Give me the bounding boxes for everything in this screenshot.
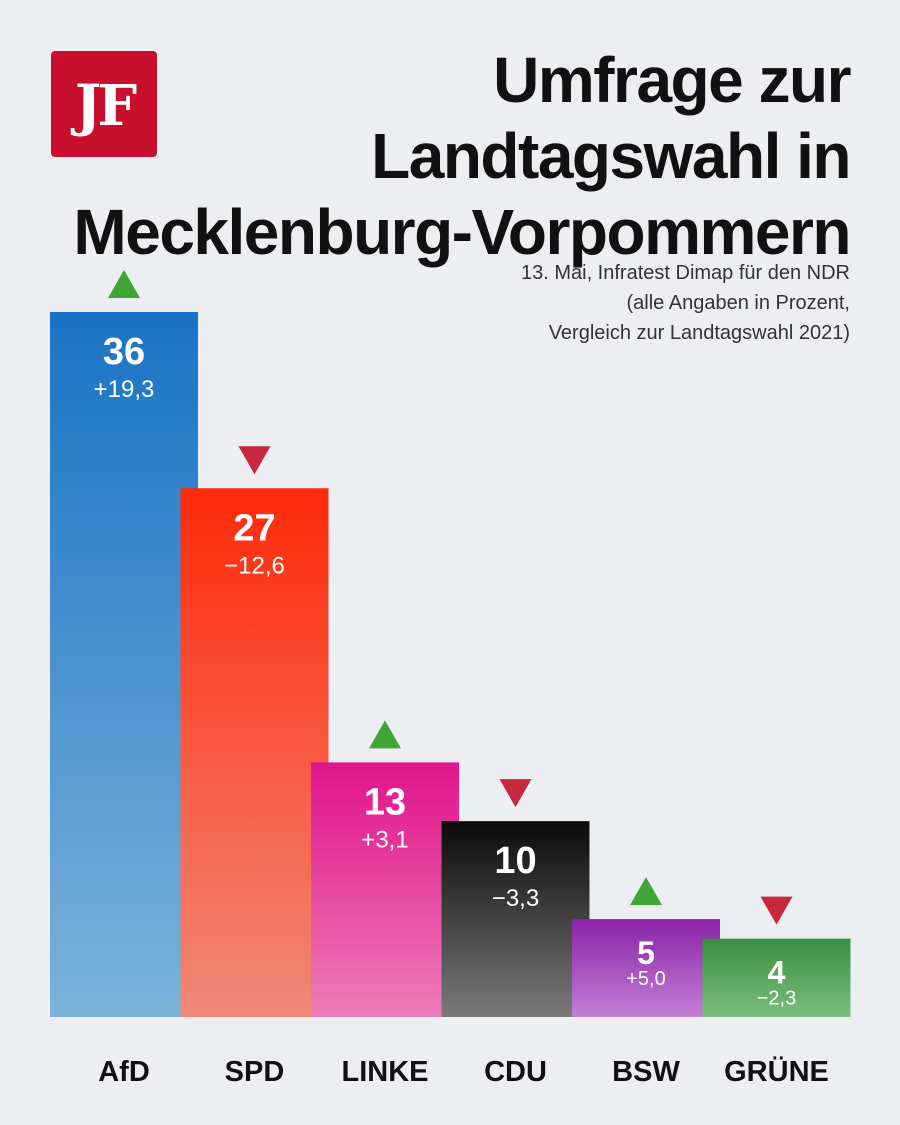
change-label-cdu: −3,3 xyxy=(492,885,539,912)
bar-afd xyxy=(50,312,198,1017)
jf-logo: JF xyxy=(51,51,157,157)
subtitle-line-1: 13. Mai, Infratest Dimap für den NDR xyxy=(520,262,850,284)
bar-linke xyxy=(311,762,459,1017)
category-label-bsw: BSW xyxy=(612,1056,680,1088)
chart-subtitle: 13. Mai, Infratest Dimap für den NDR (al… xyxy=(290,258,850,348)
chart-title: Umfrage zur Landtagswahl in Mecklenburg-… xyxy=(10,42,851,270)
bar-gruene xyxy=(702,938,851,1017)
change-label-spd: −12,6 xyxy=(224,552,285,579)
category-label-cdu: CDU xyxy=(484,1056,547,1088)
title-line-1: Umfrage zur xyxy=(493,44,851,116)
arrow-up-icon xyxy=(630,877,662,906)
arrow-up-icon xyxy=(369,720,401,749)
arrow-up-icon xyxy=(108,270,140,298)
title-line-2: Landtagswahl in xyxy=(371,120,851,193)
arrow-down-icon xyxy=(760,896,793,925)
change-label-gruene: −2,3 xyxy=(757,988,796,1010)
subtitle-line-3: Vergleich zur Landtagswahl 2021) xyxy=(548,322,850,344)
category-label-linke: LINKE xyxy=(342,1056,429,1088)
change-label-bsw: +5,0 xyxy=(626,968,665,990)
change-label-linke: +3,1 xyxy=(361,826,408,853)
title-line-3: Mecklenburg-Vorpommern xyxy=(73,196,851,269)
value-label-linke: 13 xyxy=(364,781,406,823)
bar-cdu xyxy=(441,821,590,1017)
category-label-afd: AfD xyxy=(98,1056,150,1088)
change-label-afd: +19,3 xyxy=(94,376,155,403)
category-label-gruene: GRÜNE xyxy=(724,1055,829,1088)
value-label-gruene: 4 xyxy=(768,955,786,991)
subtitle-line-2: (alle Angaben in Prozent, xyxy=(626,292,851,314)
value-label-spd: 27 xyxy=(233,507,275,549)
arrow-down-icon xyxy=(238,446,271,475)
value-label-bsw: 5 xyxy=(637,935,655,971)
bar-spd xyxy=(180,488,329,1017)
value-label-afd: 36 xyxy=(103,331,145,373)
logo-text: JF xyxy=(74,73,137,139)
arrow-down-icon xyxy=(499,779,532,808)
category-label-spd: SPD xyxy=(225,1056,285,1088)
value-label-cdu: 10 xyxy=(494,840,536,882)
bar-bsw xyxy=(572,919,720,1017)
